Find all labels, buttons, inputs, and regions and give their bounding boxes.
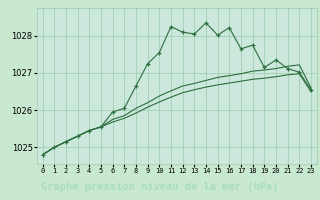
Text: Graphe pression niveau de la mer (hPa): Graphe pression niveau de la mer (hPa) <box>41 181 279 192</box>
